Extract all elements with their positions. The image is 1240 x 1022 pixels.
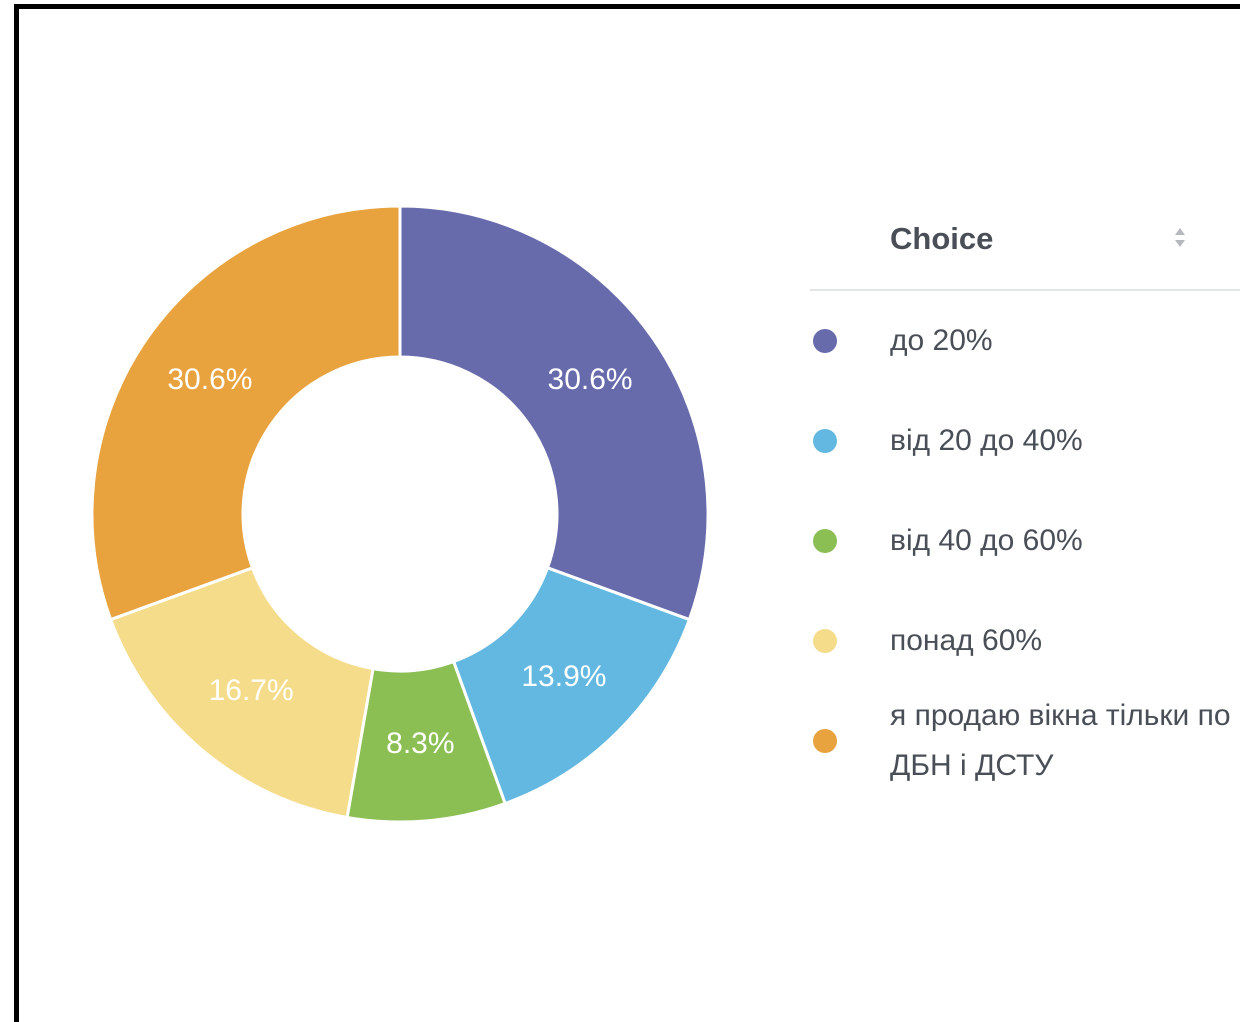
legend-swatch — [813, 629, 837, 653]
data-label: 8.3% — [386, 727, 454, 760]
donut-slice — [90, 204, 402, 622]
donut-slice — [398, 204, 710, 622]
data-label: 30.6% — [548, 363, 633, 396]
legend-label: від 40 до 60% — [890, 524, 1083, 557]
legend-item[interactable]: від 20 до 40% — [810, 391, 1240, 491]
legend-label: від 20 до 40% — [890, 424, 1083, 457]
data-label: 30.6% — [167, 363, 252, 396]
donut-slice — [451, 565, 692, 806]
data-label: 16.7% — [209, 674, 294, 707]
frame — [14, 4, 1240, 1022]
data-label: 13.9% — [521, 660, 606, 693]
legend-title: Choice — [890, 221, 994, 256]
legend-label: я продаю вікна тільки по ДБН і ДСТУ — [890, 699, 1231, 782]
legend: Choice до 20% від 20 до 40% від 40 до 60% п… — [810, 205, 1240, 791]
chart: 30.6% 13.9% 8.3% 16.7% 30.6% — [90, 204, 710, 824]
legend-swatch — [813, 529, 837, 553]
legend-item[interactable]: до 20% — [810, 291, 1240, 391]
legend-swatch — [813, 729, 837, 753]
legend-items: до 20% від 20 до 40% від 40 до 60% понад 60… — [810, 291, 1240, 791]
legend-swatch — [813, 429, 837, 453]
legend-swatch — [813, 329, 837, 353]
donut-slice — [108, 565, 375, 820]
legend-label: до 20% — [890, 324, 993, 357]
legend-header: Choice — [810, 205, 1240, 291]
legend-item[interactable]: від 40 до 60% — [810, 491, 1240, 591]
legend-label: понад 60% — [890, 624, 1043, 657]
legend-item[interactable]: я продаю вікна тільки по ДБН і ДСТУ — [810, 691, 1240, 791]
sort-icon[interactable] — [1172, 223, 1188, 253]
legend-item[interactable]: понад 60% — [810, 591, 1240, 691]
